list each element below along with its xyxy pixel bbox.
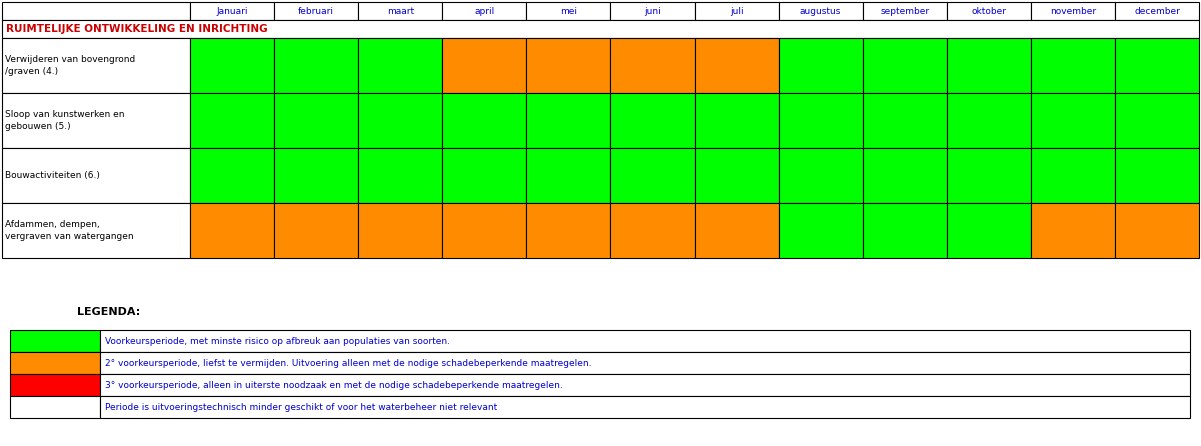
Bar [778, 93, 862, 148]
Bar [778, 148, 862, 203]
Bar [190, 93, 274, 148]
Text: LEGENDA:: LEGENDA: [77, 307, 141, 317]
Bar [274, 2, 358, 20]
Bar [694, 38, 778, 93]
Bar [778, 38, 862, 93]
Bar [358, 2, 442, 20]
Bar [610, 38, 694, 93]
Bar [10, 330, 100, 352]
Text: juli: juli [730, 7, 743, 16]
Bar [274, 93, 358, 148]
Bar [694, 2, 778, 20]
Bar [862, 203, 946, 258]
Bar [526, 148, 610, 203]
Bar [778, 203, 862, 258]
Bar [610, 203, 694, 258]
Bar [100, 352, 1190, 374]
Bar [2, 2, 190, 20]
Bar [10, 374, 100, 396]
Bar [442, 203, 526, 258]
Text: Verwijderen van bovengrond
/graven (4.): Verwijderen van bovengrond /graven (4.) [5, 55, 136, 76]
Bar [862, 148, 946, 203]
Bar [610, 148, 694, 203]
Bar [526, 2, 610, 20]
Bar [274, 148, 358, 203]
Bar [778, 2, 862, 20]
Bar [526, 93, 610, 148]
Bar [862, 38, 946, 93]
Bar [190, 2, 274, 20]
Bar [1030, 93, 1115, 148]
Bar [358, 38, 442, 93]
Bar [1115, 38, 1199, 93]
Bar [694, 148, 778, 203]
Bar [10, 396, 100, 418]
Bar [2, 148, 190, 203]
Text: november: november [1050, 7, 1097, 16]
Bar [1115, 148, 1199, 203]
Text: februari: februari [298, 7, 334, 16]
Bar [1115, 203, 1199, 258]
Bar [274, 38, 358, 93]
Bar [946, 2, 1030, 20]
Bar [1030, 148, 1115, 203]
Bar [2, 93, 190, 148]
Text: 2° voorkeursperiode, liefst te vermijden. Uitvoering alleen met de nodige schade: 2° voorkeursperiode, liefst te vermijden… [104, 359, 592, 368]
Text: Voorkeursperiode, met minste risico op afbreuk aan populaties van soorten.: Voorkeursperiode, met minste risico op a… [104, 336, 450, 346]
Text: juni: juni [644, 7, 661, 16]
Text: mei: mei [560, 7, 576, 16]
Bar [2, 38, 190, 93]
Bar [358, 203, 442, 258]
Bar [1030, 203, 1115, 258]
Bar [2, 20, 1199, 38]
Text: maart: maart [387, 7, 414, 16]
Bar [1115, 93, 1199, 148]
Bar [442, 2, 526, 20]
Bar [1115, 2, 1199, 20]
Bar [694, 203, 778, 258]
Bar [610, 2, 694, 20]
Bar [946, 148, 1030, 203]
Text: december: december [1134, 7, 1179, 16]
Bar [526, 38, 610, 93]
Bar [1030, 2, 1115, 20]
Bar [190, 203, 274, 258]
Bar [442, 38, 526, 93]
Text: Afdammen, dempen,
vergraven van watergangen: Afdammen, dempen, vergraven van watergan… [5, 220, 133, 241]
Text: Periode is uitvoeringstechnisch minder geschikt of voor het waterbeheer niet rel: Periode is uitvoeringstechnisch minder g… [104, 402, 497, 412]
Bar [190, 148, 274, 203]
Bar [358, 148, 442, 203]
Bar [694, 93, 778, 148]
Bar [190, 38, 274, 93]
Bar [526, 203, 610, 258]
Text: Januari: Januari [216, 7, 247, 16]
Bar [358, 93, 442, 148]
Bar [10, 352, 100, 374]
Text: Sloop van kunstwerken en
gebouwen (5.): Sloop van kunstwerken en gebouwen (5.) [5, 110, 125, 131]
Text: september: september [880, 7, 930, 16]
Text: augustus: augustus [800, 7, 842, 16]
Text: 3° voorkeursperiode, alleen in uiterste noodzaak en met de nodige schadebeperken: 3° voorkeursperiode, alleen in uiterste … [104, 380, 563, 389]
Bar [442, 148, 526, 203]
Bar [862, 93, 946, 148]
Bar [946, 203, 1030, 258]
Bar [274, 203, 358, 258]
Text: Bouwactiviteiten (6.): Bouwactiviteiten (6.) [5, 171, 100, 180]
Bar [2, 203, 190, 258]
Bar [946, 38, 1030, 93]
Text: oktober: oktober [972, 7, 1006, 16]
Bar [862, 2, 946, 20]
Bar [1030, 38, 1115, 93]
Text: RUIMTELIJKE ONTWIKKELING EN INRICHTING: RUIMTELIJKE ONTWIKKELING EN INRICHTING [6, 24, 268, 34]
Bar [100, 330, 1190, 352]
Bar [610, 93, 694, 148]
Bar [442, 93, 526, 148]
Text: april: april [474, 7, 495, 16]
Bar [100, 396, 1190, 418]
Bar [100, 374, 1190, 396]
Bar [946, 93, 1030, 148]
